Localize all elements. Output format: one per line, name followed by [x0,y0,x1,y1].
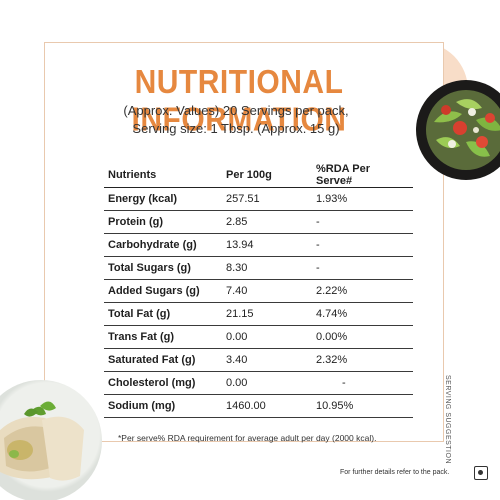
nutrient-name: Energy (kcal) [104,187,222,211]
nutrient-name: Saturated Fat (g) [104,348,222,372]
rda-value: 4.74% [312,302,413,326]
rda-value: - [312,256,413,280]
rda-value: - [312,210,413,234]
wrap-icon [0,401,84,481]
nutrient-name: Trans Fat (g) [104,325,222,349]
per-100g-value: 3.40 [222,348,312,372]
nutrient-name: Cholesterol (mg) [104,371,222,395]
veg-dot [478,470,483,475]
rda-value: - [312,371,413,395]
per-100g-value: 1460.00 [222,394,312,418]
table-row: Trans Fat (g) 0.00 0.00% [104,325,413,349]
per-100g-value: 257.51 [222,187,312,211]
rda-footnote: *Per serve% RDA requirement for average … [118,433,377,443]
header-rda: %RDA Per Serve# [312,163,413,188]
nutrient-name: Added Sugars (g) [104,279,222,303]
serving-info: (Approx. Values) 20 Servings per pack, S… [44,102,428,138]
per-100g-value: 7.40 [222,279,312,303]
per-100g-value: 21.15 [222,302,312,326]
serving-info-line-2: Serving size: 1 Tbsp. (Approx. 15 g) [132,121,340,136]
page-title: NUTRITIONAL INFORMATION [131,64,347,139]
rda-value: 10.95% [312,394,413,418]
further-details-note: For further details refer to the pack. [340,469,450,476]
table-row: Total Fat (g) 21.15 4.74% [104,302,413,326]
nutrient-name: Protein (g) [104,210,222,234]
nutrient-name: Total Fat (g) [104,302,222,326]
header-nutrients: Nutrients [104,163,222,188]
rda-value: 2.22% [312,279,413,303]
nutrient-name: Sodium (mg) [104,394,222,418]
per-100g-value: 0.00 [222,325,312,349]
table-row: Carbohydrate (g) 13.94 - [104,233,413,257]
nutrition-table: Nutrients Per 100g %RDA Per Serve# Energ… [104,163,413,418]
salad-bowl-image [416,80,500,180]
table-row: Total Sugars (g) 8.30 - [104,256,413,280]
nutrient-name: Carbohydrate (g) [104,233,222,257]
veg-symbol-icon [474,466,488,480]
per-100g-value: 8.30 [222,256,312,280]
salad-icon [426,90,500,170]
rda-value: 2.32% [312,348,413,372]
wrap-plate-image [0,380,102,500]
serving-info-line-1: (Approx. Values) 20 Servings per pack, [123,103,349,118]
table-header-row: Nutrients Per 100g %RDA Per Serve# [104,163,413,188]
rda-value: - [312,233,413,257]
table-row: Added Sugars (g) 7.40 2.22% [104,279,413,303]
table-row: Protein (g) 2.85 - [104,210,413,234]
header-per-100g: Per 100g [222,163,312,188]
table-row: Cholesterol (mg) 0.00 - [104,371,413,395]
per-100g-value: 0.00 [222,371,312,395]
rda-value: 1.93% [312,187,413,211]
table-row: Saturated Fat (g) 3.40 2.32% [104,348,413,372]
nutrient-name: Total Sugars (g) [104,256,222,280]
serving-suggestion-label: SERVING SUGGESTION [444,375,451,464]
table-row: Sodium (mg) 1460.00 10.95% [104,394,413,418]
table-row: Energy (kcal) 257.51 1.93% [104,187,413,211]
rda-value: 0.00% [312,325,413,349]
per-100g-value: 13.94 [222,233,312,257]
per-100g-value: 2.85 [222,210,312,234]
